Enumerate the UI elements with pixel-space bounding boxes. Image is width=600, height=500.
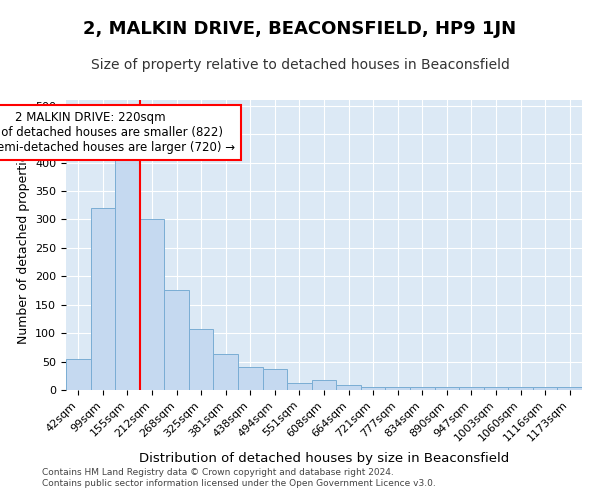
Bar (484, 387, 508, 390)
Bar (533, 387, 557, 390)
Text: Size of property relative to detached houses in Beaconsfield: Size of property relative to detached ho… (91, 58, 509, 71)
Bar (312, 380, 336, 390)
Text: 2, MALKIN DRIVE, BEACONSFIELD, HP9 1JN: 2, MALKIN DRIVE, BEACONSFIELD, HP9 1JN (83, 20, 517, 38)
Bar (189, 328, 214, 390)
Bar (140, 220, 164, 390)
Bar (214, 354, 238, 390)
Bar (238, 368, 263, 390)
Bar (91, 208, 115, 390)
X-axis label: Distribution of detached houses by size in Beaconsfield: Distribution of detached houses by size … (139, 452, 509, 465)
Bar (287, 383, 312, 390)
Bar (385, 387, 410, 390)
Text: 2 MALKIN DRIVE: 220sqm
← 53% of detached houses are smaller (822)
46% of semi-de: 2 MALKIN DRIVE: 220sqm ← 53% of detached… (0, 112, 235, 154)
Bar (115, 160, 140, 390)
Bar (410, 387, 434, 390)
Y-axis label: Number of detached properties: Number of detached properties (17, 146, 29, 344)
Bar (508, 387, 533, 390)
Bar (361, 387, 385, 390)
Bar (336, 385, 361, 390)
Bar (557, 387, 582, 390)
Bar (459, 387, 484, 390)
Bar (164, 290, 189, 390)
Text: Contains HM Land Registry data © Crown copyright and database right 2024.
Contai: Contains HM Land Registry data © Crown c… (42, 468, 436, 487)
Bar (434, 387, 459, 390)
Bar (66, 358, 91, 390)
Bar (263, 369, 287, 390)
